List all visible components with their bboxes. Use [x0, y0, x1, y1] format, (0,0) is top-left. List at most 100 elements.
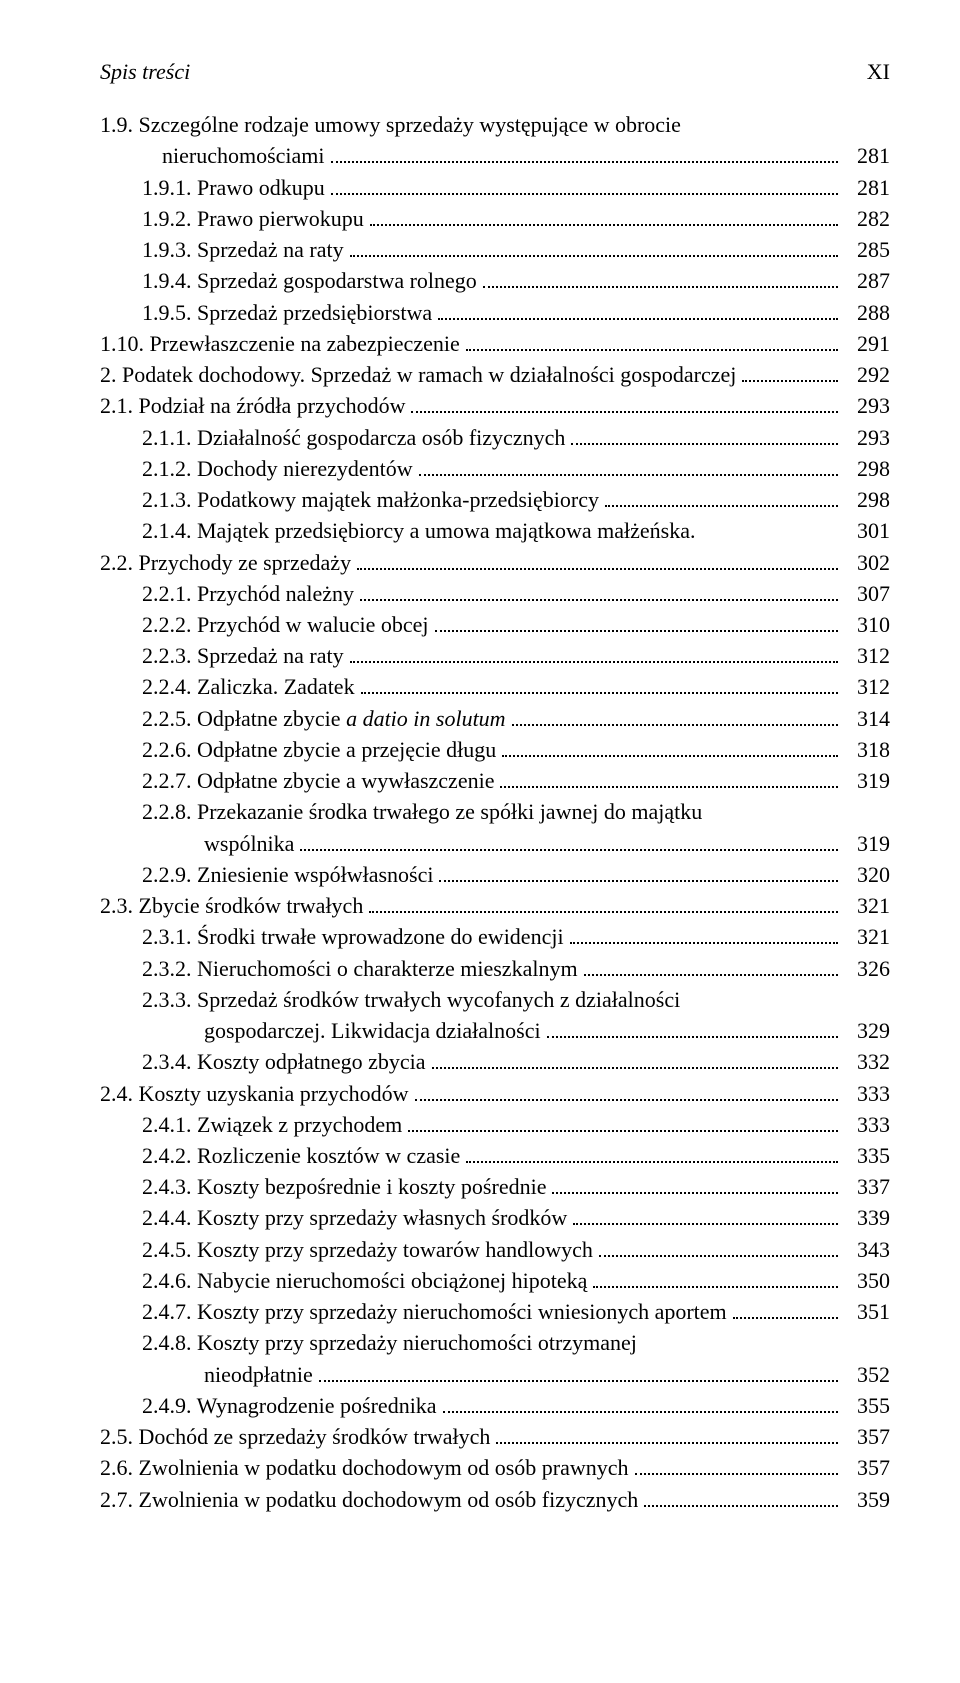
toc-entry: 2.4.7. Koszty przy sprzedaży nieruchomoś…: [100, 1296, 890, 1327]
toc-page-number: 307: [844, 578, 890, 609]
toc-entry: 2.1.2. Dochody nierezydentów298: [100, 453, 890, 484]
toc-entry: 2.4. Koszty uzyskania przychodów 333: [100, 1078, 890, 1109]
toc-entry-text: 2.4.4. Koszty przy sprzedaży własnych śr…: [142, 1202, 567, 1233]
toc-entry-text: 2.5. Dochód ze sprzedaży środków trwałyc…: [100, 1421, 490, 1452]
toc-leader: [593, 1266, 838, 1288]
toc-entry-text: 2.4.2. Rozliczenie kosztów w czasie: [142, 1140, 460, 1171]
toc-leader: [419, 454, 838, 476]
toc-entry: 2.2.9. Zniesienie współwłasności320: [100, 859, 890, 890]
toc-leader: [502, 735, 838, 757]
toc-entry-text: 2.7. Zwolnienia w podatku dochodowym od …: [100, 1484, 638, 1515]
toc-page-number: 351: [844, 1296, 890, 1327]
document-page: Spis treści XI 1.9. Szczególne rodzaje u…: [0, 0, 960, 1571]
toc-leader: [584, 954, 838, 976]
toc-entry-text: 2.2. Przychody ze sprzedaży: [100, 547, 351, 578]
toc-page-number: 333: [844, 1078, 890, 1109]
toc-leader: [496, 1422, 838, 1444]
page-header: Spis treści XI: [100, 56, 890, 87]
toc-entry: 2.2.3. Sprzedaż na raty312: [100, 640, 890, 671]
toc-leader: [361, 673, 838, 695]
header-page-roman: XI: [867, 56, 890, 87]
toc-page-number: 352: [844, 1359, 890, 1390]
toc-entry-text: 2.3. Zbycie środków trwałych: [100, 890, 363, 921]
toc-page-number: 287: [844, 265, 890, 296]
toc-entry-text: 1.9. Szczególne rodzaje umowy sprzedaży …: [100, 109, 681, 140]
toc-entry: 2.2.8. Przekazanie środka trwałego ze sp…: [100, 796, 890, 827]
toc-entry: 1.9.4. Sprzedaż gospodarstwa rolnego287: [100, 265, 890, 296]
toc-entry: 2.3. Zbycie środków trwałych 321: [100, 890, 890, 921]
toc-entry-text: 2.4.3. Koszty bezpośrednie i koszty pośr…: [142, 1171, 546, 1202]
toc-entry-text: 2.3.1. Środki trwałe wprowadzone do ewid…: [142, 921, 564, 952]
toc-page-number: 314: [844, 703, 890, 734]
toc-entry-continuation: nieodpłatnie352: [100, 1359, 890, 1390]
toc-entry: 1.9.5. Sprzedaż przedsiębiorstwa 288: [100, 297, 890, 328]
toc-entry: 1.9.3. Sprzedaż na raty285: [100, 234, 890, 265]
toc-page-number: 335: [844, 1140, 890, 1171]
toc-leader: [644, 1485, 838, 1507]
toc-page-number: 321: [844, 890, 890, 921]
toc-entry-text: 2.2.8. Przekazanie środka trwałego ze sp…: [142, 796, 702, 827]
toc-entry: 2.4.3. Koszty bezpośrednie i koszty pośr…: [100, 1171, 890, 1202]
toc-leader: [350, 235, 838, 257]
toc-entry: 1.10. Przewłaszczenie na zabezpieczenie2…: [100, 328, 890, 359]
toc-entry: 2.2.7. Odpłatne zbycie a wywłaszczenie 31…: [100, 765, 890, 796]
toc-entry: 2.3.1. Środki trwałe wprowadzone do ewid…: [100, 921, 890, 952]
toc-entry-text: 2.4.6. Nabycie nieruchomości obciążonej …: [142, 1265, 587, 1296]
toc-entry: 2.4.9. Wynagrodzenie pośrednika355: [100, 1390, 890, 1421]
toc-page-number: 312: [844, 671, 890, 702]
toc-leader: [466, 329, 838, 351]
toc-entry: 2.4.8. Koszty przy sprzedaży nieruchomoś…: [100, 1327, 890, 1358]
toc-entry-text: 2.2.7. Odpłatne zbycie a wywłaszczenie: [142, 765, 494, 796]
toc-entry: 2.1.3. Podatkowy majątek małżonka-przeds…: [100, 484, 890, 515]
toc-entry-text: 2.2.1. Przychód należny: [142, 578, 354, 609]
toc-page-number: 332: [844, 1046, 890, 1077]
toc-leader: [408, 1110, 838, 1132]
toc-entry-text: 1.9.1. Prawo odkupu: [142, 172, 325, 203]
toc-entry-text: wspólnika: [204, 828, 294, 859]
toc-entry-text: 2.3.2. Nieruchomości o charakterze miesz…: [142, 953, 578, 984]
toc-entry: 2.2.2. Przychód w walucie obcej310: [100, 609, 890, 640]
toc-page-number: 288: [844, 297, 890, 328]
toc-leader: [360, 579, 838, 601]
toc-entry: 2.4.5. Koszty przy sprzedaży towarów han…: [100, 1234, 890, 1265]
toc-entry: 2.2.5. Odpłatne zbycie a datio in solutu…: [100, 703, 890, 734]
table-of-contents: 1.9. Szczególne rodzaje umowy sprzedaży …: [100, 109, 890, 1515]
toc-entry-text: 2.4. Koszty uzyskania przychodów: [100, 1078, 409, 1109]
toc-leader: [552, 1172, 838, 1194]
toc-entry-continuation: wspólnika 319: [100, 828, 890, 859]
toc-entry: 2.3.3. Sprzedaż środków trwałych wycofan…: [100, 984, 890, 1015]
toc-entry: 2.4.4. Koszty przy sprzedaży własnych śr…: [100, 1202, 890, 1233]
toc-leader: [733, 1297, 838, 1319]
toc-page-number: 319: [844, 828, 890, 859]
toc-page-number: 292: [844, 359, 890, 390]
toc-entry-continuation: gospodarczej. Likwidacja działalności329: [100, 1015, 890, 1046]
toc-entry-text: 1.9.3. Sprzedaż na raty: [142, 234, 344, 265]
toc-leader: [466, 1141, 838, 1163]
toc-leader: [331, 142, 838, 164]
toc-page-number: 350: [844, 1265, 890, 1296]
toc-page-number: 281: [844, 140, 890, 171]
toc-leader: [438, 298, 838, 320]
toc-entry: 2.4.2. Rozliczenie kosztów w czasie 335: [100, 1140, 890, 1171]
toc-page-number: 293: [844, 390, 890, 421]
toc-page-number: 312: [844, 640, 890, 671]
toc-entry-text: 1.9.5. Sprzedaż przedsiębiorstwa: [142, 297, 432, 328]
toc-entry: 2.4.6. Nabycie nieruchomości obciążonej …: [100, 1265, 890, 1296]
toc-entry: 2.2.1. Przychód należny 307: [100, 578, 890, 609]
toc-entry-continuation: nieruchomościami281: [100, 140, 890, 171]
toc-entry: 2.5. Dochód ze sprzedaży środków trwałyc…: [100, 1421, 890, 1452]
toc-entry-text: 2.1.1. Działalność gospodarcza osób fizy…: [142, 422, 565, 453]
toc-page-number: 281: [844, 172, 890, 203]
toc-page-number: 359: [844, 1484, 890, 1515]
toc-page-number: 319: [844, 765, 890, 796]
toc-entry: 2.2.6. Odpłatne zbycie a przejęcie długu…: [100, 734, 890, 765]
toc-leader: [512, 704, 838, 726]
toc-leader: [570, 923, 838, 945]
toc-page-number: 343: [844, 1234, 890, 1265]
toc-page-number: 355: [844, 1390, 890, 1421]
toc-entry-text: 2.4.1. Związek z przychodem: [142, 1109, 402, 1140]
toc-page-number: 302: [844, 547, 890, 578]
toc-page-number: 321: [844, 921, 890, 952]
toc-entry: 1.9.1. Prawo odkupu 281: [100, 172, 890, 203]
toc-entry-text: 2.4.7. Koszty przy sprzedaży nieruchomoś…: [142, 1296, 727, 1327]
